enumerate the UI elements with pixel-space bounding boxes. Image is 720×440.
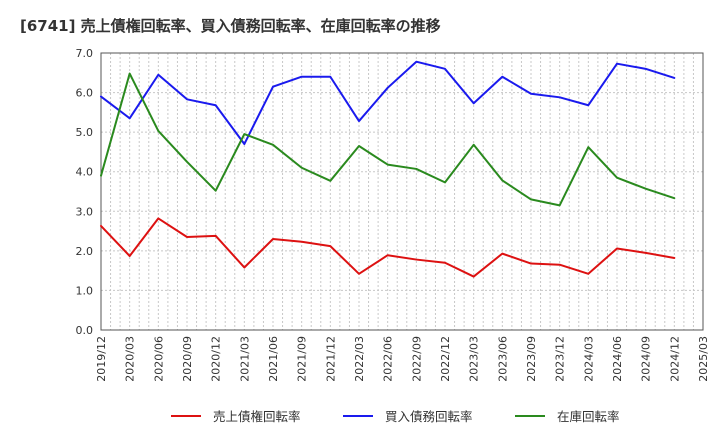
x-tick-label: 2022/09 [410,336,423,382]
x-tick-label: 2020/09 [181,336,194,382]
x-tick-label: 2023/12 [554,336,567,382]
x-tick-label: 2024/12 [668,336,681,382]
x-tick-label: 2022/03 [353,336,366,382]
legend-label: 買入債務回転率 [385,409,473,424]
x-tick-label: 2024/06 [611,336,624,382]
y-axis: 0.0 1.0 2.0 3.0 4.0 5.0 6.0 7.0 [76,47,94,337]
plot-area [100,52,704,331]
x-axis: 2019/12 2020/03 2020/06 2020/09 2020/12 2021/… [95,336,710,382]
legend-label: 在庫回転率 [557,409,620,424]
y-tick-label: 1.0 [76,284,94,297]
x-tick-label: 2024/03 [582,336,595,382]
series-line-3 [100,72,676,207]
y-tick-label: 4.0 [76,166,94,179]
x-tick-label: 2023/03 [468,336,481,382]
x-tick-label: 2022/06 [382,336,395,382]
series-layer [100,60,676,278]
x-tick-label: 2021/06 [267,336,280,382]
x-tick-label: 2021/03 [238,336,251,382]
x-tick-label: 2020/06 [152,336,165,382]
x-tick-label: 2025/03 [697,336,710,382]
legend: 売上債権回転率 買入債務回転率 在庫回転率 [171,409,620,424]
y-tick-label: 5.0 [76,126,94,139]
y-tick-label: 3.0 [76,205,94,218]
x-tick-label: 2020/12 [210,336,223,382]
x-tick-label: 2024/09 [640,336,653,382]
legend-label: 売上債権回転率 [213,409,301,424]
x-tick-label: 2019/12 [95,336,108,382]
grid [100,52,704,331]
y-tick-label: 7.0 [76,47,94,60]
y-tick-label: 6.0 [76,87,94,100]
y-tick-label: 2.0 [76,245,94,258]
x-tick-label: 2023/09 [525,336,538,382]
x-tick-label: 2021/09 [296,336,309,382]
y-tick-label: 0.0 [76,324,94,337]
x-tick-label: 2021/12 [324,336,337,382]
series-line-2 [100,60,676,146]
x-tick-label: 2022/12 [439,336,452,382]
chart-title: [6741] 売上債権回転率、買入債務回転率、在庫回転率の推移 [20,17,441,35]
series-line-1 [100,217,676,278]
x-tick-label: 2023/06 [496,336,509,382]
x-tick-label: 2020/03 [124,336,137,382]
plot-border [100,52,704,331]
